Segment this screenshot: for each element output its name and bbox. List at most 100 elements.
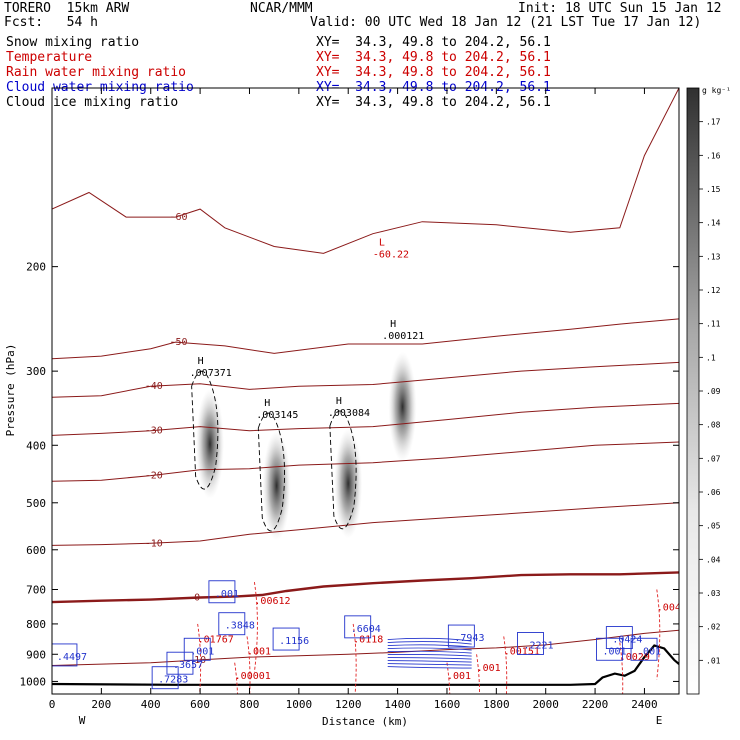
field-xy: XY= 34.3, 49.8 to 204.2, 56.1 — [316, 95, 551, 110]
y-tick-label: 200 — [26, 261, 46, 274]
colorbar-scale — [686, 87, 700, 695]
x-tick-label: 1800 — [483, 698, 510, 711]
cloud-water-contour — [596, 637, 623, 661]
x-tick-label: 400 — [141, 698, 161, 711]
header-center: NCAR/MMM — [250, 1, 313, 16]
rain-contour — [246, 636, 251, 694]
field-xy: XY= 34.3, 49.8 to 204.2, 56.1 — [316, 65, 551, 80]
cloud-water-label: .3848 — [225, 621, 255, 632]
cloud-water-label: .001 — [637, 646, 661, 657]
colorbar-tick-label: .09 — [706, 387, 721, 396]
field-name: Snow mixing ratio — [6, 35, 140, 50]
colorbar-tick-label: .07 — [706, 454, 721, 463]
x-end-label-east: E — [656, 714, 663, 727]
colorbar-unit: g kg⁻¹ — [702, 86, 731, 95]
x-axis-label: Distance (km) — [322, 715, 408, 728]
snow-max-marker: H — [390, 319, 396, 330]
cloud-water-contour — [387, 666, 472, 669]
x-tick-label: 2000 — [532, 698, 559, 711]
x-tick-label: 1200 — [335, 698, 362, 711]
x-tick-label: 2200 — [582, 698, 609, 711]
temperature-contour — [52, 571, 679, 604]
cloud-water-contour — [387, 654, 472, 657]
temperature-contour-label: -50 — [169, 337, 187, 348]
header-model: TORERO 15km ARW — [4, 1, 130, 16]
y-tick-label: 800 — [26, 618, 46, 631]
colorbar-tick-label: .12 — [706, 286, 721, 295]
x-tick-label: 800 — [240, 698, 260, 711]
cloud-water-contour — [387, 637, 472, 642]
temperature-contour — [52, 361, 679, 398]
cloud-water-contour — [605, 626, 633, 650]
temperature-contour-label: -30 — [145, 426, 163, 437]
x-tick-label: 200 — [91, 698, 111, 711]
cloud-water-contour — [151, 666, 179, 690]
cloud-water-contour — [166, 651, 194, 675]
cloud-water-contour — [208, 580, 236, 604]
colorbar-tick-label: .14 — [706, 219, 721, 228]
rain-label: .00612 — [254, 596, 290, 607]
temperature-contour-label: -40 — [145, 381, 163, 392]
colorbar-tick-label: .1 — [706, 353, 716, 362]
x-tick-label: 600 — [190, 698, 210, 711]
temperature-contour — [52, 502, 679, 546]
cloud-water-label: .7943 — [454, 633, 484, 644]
snow-max-label: .003084 — [328, 408, 370, 419]
rain-contour — [619, 642, 624, 694]
temperature-min-marker: L — [379, 237, 385, 248]
cloud-water-label: .6604 — [351, 624, 381, 635]
rain-label: .0118 — [353, 635, 383, 646]
plot-frame — [51, 87, 680, 695]
rain-label: .00001 — [235, 671, 271, 682]
colorbar-tick-label: .13 — [706, 252, 721, 261]
temperature-contour-label: -10 — [145, 538, 163, 549]
y-tick-label: 500 — [26, 497, 46, 510]
colorbar-tick-label: .04 — [706, 555, 721, 564]
cloud-water-contour — [630, 637, 658, 661]
snow-max-marker: H — [198, 356, 204, 367]
colorbar-tick-label: .05 — [706, 522, 721, 531]
header-init: Init: 18 UTC Sun 15 Jan 12 — [518, 1, 722, 16]
cloud-water-label: .2221 — [523, 640, 553, 651]
cloud-water-contour — [387, 647, 472, 651]
y-tick-label: 600 — [26, 544, 46, 557]
cloud-ice-contour — [191, 370, 219, 490]
temperature-contour — [52, 88, 679, 254]
x-tick-label: 1000 — [286, 698, 313, 711]
cloud-water-contour — [387, 644, 472, 648]
snow-max-marker: H — [336, 396, 342, 407]
cloud-water-contour — [387, 660, 472, 663]
colorbar-tick-label: .03 — [706, 589, 721, 598]
cloud-water-label: .1156 — [279, 636, 309, 647]
rain-label: .01767 — [198, 635, 234, 646]
cloud-water-label: .001 — [602, 646, 626, 657]
cloud-water-label: .4497 — [57, 652, 87, 663]
x-tick-label: 0 — [49, 698, 56, 711]
colorbar-tick-label: .16 — [706, 151, 721, 160]
temperature-contour — [52, 402, 679, 436]
cloud-water-contour — [272, 627, 300, 651]
snow-shading — [195, 388, 224, 499]
x-end-label-west: W — [79, 714, 86, 727]
y-tick-label: 700 — [26, 584, 46, 597]
cloud-water-contour — [52, 643, 78, 667]
temperature-contour-label: -60 — [169, 212, 187, 223]
x-tick-label: 1400 — [384, 698, 411, 711]
field-name: Temperature — [6, 50, 93, 65]
temperature-contour-label: -20 — [145, 471, 163, 482]
cloud-ice-contour — [329, 410, 357, 530]
snow-max-marker: H — [264, 398, 270, 409]
rain-label: .001 — [247, 646, 271, 657]
colorbar-tick-label: .06 — [706, 488, 721, 497]
cloud-water-contour — [218, 612, 246, 636]
rain-contour — [656, 589, 661, 680]
y-tick-label: 300 — [26, 365, 46, 378]
colorbar-tick-label: .11 — [706, 320, 721, 329]
cloud-water-label: .3657 — [173, 660, 203, 671]
header-fcst: Fcst: 54 h — [4, 15, 98, 30]
cloud-water-label: .0424 — [612, 635, 642, 646]
x-tick-label: 2400 — [631, 698, 658, 711]
cloud-water-contour — [517, 632, 544, 655]
y-tick-label: 1000 — [20, 675, 47, 688]
